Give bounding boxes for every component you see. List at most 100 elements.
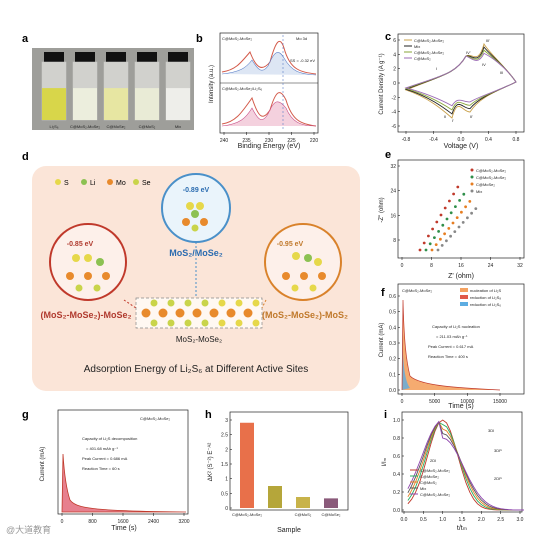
mo-atom [226,308,236,318]
y-tick-label: 0 [393,81,396,87]
mo-atom [175,308,185,318]
y-tick-label: 0.0 [389,388,396,394]
sh-curve [407,420,525,511]
site-circle-top [161,173,231,243]
eis-point [441,223,445,227]
x-tick-label: 0.0 [458,137,465,143]
eis-point [447,227,451,230]
vial-label: C@MoSe₂ [107,124,126,129]
xps-top-component [221,52,317,76]
chalcogen-atom-top [235,299,243,307]
vial-liquid [104,88,128,120]
xps-top-tag2: Mo 3d [296,36,307,41]
y-tick-label: 0.5 [221,491,228,497]
sh-model-label: 3DP [494,448,502,453]
dec-text4: Reaction Time = 60 s [82,466,120,471]
eis-yticks: 32 24 16 8 [390,164,400,244]
pot-text4: Reaction Time = 400 s [428,354,468,359]
eis-point [428,242,432,246]
reduction-area [402,330,410,390]
x-tick-label: 0.0 [401,517,408,523]
x-tick-label: 225 [287,138,296,144]
panel-h: h 3 2.5 2 1.5 1 0.5 0 C@MoS₂-MoSe₂ C@MoS₂ C@MoSe… [205,409,349,534]
y-tick-label: 6 [393,38,396,44]
mo-atom [158,308,168,318]
panel-a: a Li₂S₆ C@MoS₂-MoSe₂ C@MoSe₂ C@MoS₂ Mix [22,33,194,130]
chalcogen-atom-top [252,299,260,307]
x-tick-label: 5000 [429,399,440,405]
chalcogen-atom-top [167,299,175,307]
y-tick-label: 1 [225,477,228,483]
eis-point [451,221,455,225]
vial-liquid [42,88,66,120]
vials: Li₂S₆ C@MoS₂-MoSe₂ C@MoSe₂ C@MoS₂ Mix [41,52,191,129]
panel-b: b C@MoS₂-MoSe₂ Mo 3d SS = -0.32 eV C@MoS… [196,32,319,150]
eis-point [461,221,465,224]
vial-label: Li₂S₆ [50,124,59,129]
right-site-label: (MoS₂-MoSe₂)-MoS₂ [262,310,348,320]
pot-legend-swatch [460,295,468,299]
y-tick-label: 2 [393,67,396,73]
y-tick-label: 0.8 [393,436,400,442]
panel-letter-e: e [385,149,391,161]
x-tick-label: 0.8 [513,137,520,143]
y-tick-label: -2 [392,95,397,101]
xps-xlabel: Binding Energy (eV) [238,143,301,150]
x-tick-label: 16 [458,263,464,269]
sh-legend-label: C@MoS₂-MoSe₂ [420,492,451,497]
eis-ylabel: -Z'' (ohm) [379,197,385,222]
panel-letter-a: a [22,33,29,45]
sh-ylabel: I/Iₘ [382,457,388,466]
cv-peak-label: II [444,114,446,119]
eis-point [464,205,467,209]
eis-xlabel: Z' (ohm) [448,273,474,280]
eis-point [439,237,442,241]
x-tick-label: 24 [488,263,494,269]
y-tick-label: 16 [390,213,396,219]
sh-model-label: 3DI [488,428,494,433]
x-tick-label: 220 [310,138,319,144]
pot-ylabel: Current (mA) [379,323,385,358]
x-tick-label: 0.5 [420,517,427,523]
eis-legend-marker [470,182,474,186]
pot-frame [397,283,525,395]
panel-f: f C@MoS₂-MoSe₂ nucleation of Li₂S reducti… [379,283,525,410]
pot-tag: C@MoS₂-MoSe₂ [402,288,433,293]
panel-letter-g: g [22,409,29,421]
pot-legend-swatch [460,302,468,306]
y-tick-label: 0.3 [389,341,396,347]
eis-point [435,220,439,224]
x-tick-label: 235 [242,138,251,144]
connector-left [123,299,137,309]
vial-liquid [73,88,97,120]
dec-text3: Peak Current = 0.686 mA [82,456,128,461]
eis-point [470,211,473,215]
y-tick-label: 4 [393,52,396,58]
left-site-label: (MoS₂-MoSe₂)-MoSe₂ [41,310,132,320]
y-tick-label: 1.0 [393,418,400,424]
dec-text2: = 401.68 mAh g⁻¹ [86,446,118,451]
pot-area [401,299,501,391]
panel-letter-b: b [196,33,203,45]
pot-legend: nucleation of Li₂S reduction of Li₂S₈ redu… [460,288,501,307]
right-molecule [282,252,326,292]
sh-legend-label: C@MoS₂-MoSe₂ [420,468,451,473]
vial-cap [168,52,188,62]
y-tick-label: 24 [390,189,396,195]
vial-liquid [166,88,190,120]
cv-peak-label: I [436,66,437,71]
x-tick-label: 3.0 [517,517,524,523]
xps-bottom-tag: C@MoS₂-MoSe₂/Li₂S₆ [222,86,263,91]
bar-category-label: C@MoS₂-MoSe₂ [232,512,263,517]
xps-xticks: 240 235 230 225 220 [220,132,319,144]
xps-top-tag: C@MoS₂-MoSe₂ [222,36,253,41]
chalcogen-atom-bottom [218,319,226,327]
eis-legend-label: Mix [476,189,482,194]
panel-e: e C@MoS₂-MoSe₂ C@MoS₂-MoSe₂ C@MoSe₂ Mix 0 8 1… [379,149,525,280]
dec-frame [57,409,189,515]
x-tick-label: 2.5 [497,517,504,523]
atom-legend-label: Mo [116,180,126,187]
eis-point [458,199,461,202]
